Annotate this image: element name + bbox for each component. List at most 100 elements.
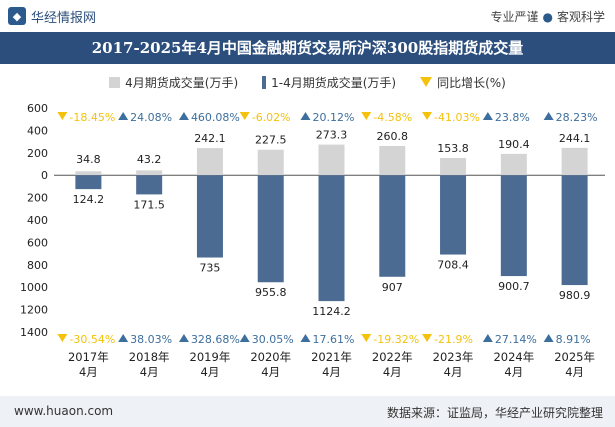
yoy-cumulative-marker xyxy=(239,334,250,342)
data-label-monthly: 242.1 xyxy=(194,132,226,145)
bar-cumulative xyxy=(136,175,163,195)
data-label-monthly: 43.2 xyxy=(137,153,162,166)
x-tick-label: 4月 xyxy=(322,365,341,379)
yoy-monthly-marker xyxy=(543,112,554,120)
bar-monthly xyxy=(318,144,345,176)
yoy-cumulative-label: 30.05% xyxy=(252,333,294,346)
bar-cumulative xyxy=(196,175,223,258)
bar-cumulative xyxy=(318,175,345,302)
data-label-cumulative: 124.2 xyxy=(73,193,105,206)
x-tick-label: 2022年 xyxy=(372,350,413,364)
y-tick-label: 1200 xyxy=(20,304,48,317)
x-tick-label: 4月 xyxy=(444,365,463,379)
yoy-cumulative-label: 8.91% xyxy=(556,333,591,346)
data-label-monthly: 190.4 xyxy=(498,138,530,151)
y-tick-label: 800 xyxy=(27,259,48,272)
yoy-monthly-label: 28.23% xyxy=(556,111,598,124)
yoy-cumulative-label: -30.54% xyxy=(69,333,115,346)
huajing-logo-icon: ◆ xyxy=(8,7,26,25)
yoy-monthly-label: -4.58% xyxy=(373,111,412,124)
yoy-monthly-label: 460.08% xyxy=(191,111,240,124)
data-label-cumulative: 980.9 xyxy=(559,289,591,302)
bar-cumulative xyxy=(75,175,102,190)
brand[interactable]: ◆ 华经情报网 xyxy=(8,6,96,26)
yoy-cumulative-marker xyxy=(178,334,189,342)
x-tick-label: 2021年 xyxy=(311,350,352,364)
y-tick-label: 1400 xyxy=(20,326,48,339)
bar-monthly xyxy=(196,148,223,176)
y-tick-label: 200 xyxy=(27,192,48,205)
y-tick-label: 400 xyxy=(27,214,48,227)
separator-dot-icon: ● xyxy=(542,10,553,24)
yoy-monthly-marker xyxy=(239,112,250,120)
x-tick-label: 2019年 xyxy=(190,350,231,364)
yoy-cumulative-label: 27.14% xyxy=(495,333,537,346)
brand-name: 华经情报网 xyxy=(31,10,97,26)
x-tick-label: 2017年 xyxy=(68,350,109,364)
x-tick-label: 4月 xyxy=(201,365,220,379)
footer-url[interactable]: www.huaon.com xyxy=(14,404,114,418)
data-label-cumulative: 1124.2 xyxy=(312,305,351,318)
data-label-cumulative: 907 xyxy=(382,281,403,294)
data-label-cumulative: 708.4 xyxy=(437,259,469,272)
bar-monthly xyxy=(379,145,406,176)
y-tick-label: 200 xyxy=(27,147,48,160)
legend-item-yoy[interactable]: 同比增长(%) xyxy=(420,74,506,91)
yoy-monthly-marker xyxy=(178,112,189,120)
yoy-monthly-label: 23.8% xyxy=(495,111,530,124)
yoy-cumulative-marker xyxy=(118,334,129,342)
footer-source: 数据来源：证监局，华经产业研究院整理 xyxy=(386,406,603,420)
x-tick-label: 4月 xyxy=(565,365,584,379)
legend-label-monthly: 4月期货成交量(万手) xyxy=(125,75,239,90)
x-tick-label: 4月 xyxy=(261,365,280,379)
x-tick-label: 2018年 xyxy=(129,350,170,364)
yoy-cumulative-marker xyxy=(300,334,311,342)
bar-monthly xyxy=(440,157,467,176)
y-tick-label: 600 xyxy=(27,102,48,115)
bar-monthly xyxy=(561,147,588,176)
bar-cumulative xyxy=(500,175,527,277)
legend-item-monthly[interactable]: 4月期货成交量(万手) xyxy=(109,74,238,91)
yoy-monthly-marker xyxy=(361,112,372,120)
data-label-monthly: 227.5 xyxy=(255,134,287,147)
yoy-cumulative-marker xyxy=(361,334,372,342)
legend-item-cumulative[interactable]: 1-4月期货成交量(万手) xyxy=(262,74,396,91)
yoy-cumulative-label: -19.32% xyxy=(373,333,419,346)
yoy-cumulative-marker xyxy=(422,334,433,342)
data-label-cumulative: 900.7 xyxy=(498,280,530,293)
x-tick-label: 2024年 xyxy=(493,350,534,364)
data-label-monthly: 260.8 xyxy=(377,130,409,143)
legend-triangle-icon xyxy=(420,77,433,87)
x-tick-label: 4月 xyxy=(383,365,402,379)
footer: www.huaon.com 数据来源：证监局，华经产业研究院整理 xyxy=(0,396,615,427)
data-label-cumulative: 955.8 xyxy=(255,286,287,299)
bar-cumulative xyxy=(561,175,588,286)
data-label-cumulative: 735 xyxy=(199,262,220,275)
yoy-monthly-label: -6.02% xyxy=(252,111,291,124)
yoy-monthly-marker xyxy=(422,112,433,120)
yoy-cumulative-label: 328.68% xyxy=(191,333,240,346)
yoy-cumulative-label: 38.03% xyxy=(130,333,172,346)
yoy-monthly-label: -41.03% xyxy=(434,111,480,124)
yoy-cumulative-marker xyxy=(482,334,493,342)
data-label-monthly: 153.8 xyxy=(437,142,469,155)
x-tick-label: 4月 xyxy=(504,365,523,379)
legend-label-cumulative: 1-4月期货成交量(万手) xyxy=(271,75,397,90)
yoy-cumulative-label: -21.9% xyxy=(434,333,473,346)
y-tick-label: 600 xyxy=(27,236,48,249)
yoy-monthly-label: -18.45% xyxy=(69,111,115,124)
chart-title: 2017-2025年4月中国金融期货交易所沪深300股指期货成交量 xyxy=(0,32,615,64)
yoy-monthly-label: 20.12% xyxy=(313,111,355,124)
bar-monthly xyxy=(136,170,163,176)
bar-monthly xyxy=(500,153,527,176)
yoy-cumulative-label: 17.61% xyxy=(313,333,355,346)
legend-swatch-monthly xyxy=(109,76,121,88)
legend-swatch-cumulative xyxy=(262,75,267,89)
yoy-cumulative-marker xyxy=(543,334,554,342)
yoy-cumulative-marker xyxy=(57,334,68,342)
data-label-monthly: 34.8 xyxy=(76,153,101,166)
bar-cumulative xyxy=(379,175,406,277)
yoy-monthly-marker xyxy=(300,112,311,120)
y-tick-label: 1000 xyxy=(20,281,48,294)
x-tick-label: 2020年 xyxy=(250,350,291,364)
